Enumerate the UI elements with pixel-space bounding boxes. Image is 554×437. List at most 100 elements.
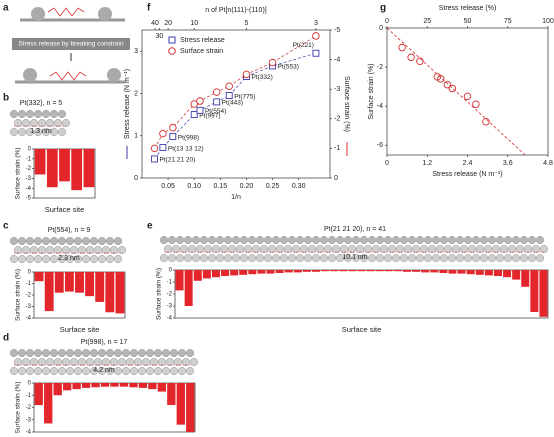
panel-title: Pt(998), n = 17 [81, 339, 128, 346]
atom [520, 253, 529, 262]
atom [460, 244, 469, 253]
atom [105, 236, 114, 245]
atom [504, 253, 513, 262]
atom [488, 235, 497, 244]
atom [312, 253, 321, 262]
point [312, 32, 320, 40]
atom [372, 244, 381, 253]
atom [105, 349, 114, 358]
bar [59, 149, 70, 182]
point [482, 118, 490, 126]
bar [230, 270, 239, 276]
y-tick-label: 3 [134, 48, 138, 55]
atom [344, 253, 353, 262]
atom [97, 367, 106, 376]
plot-frame [141, 29, 331, 179]
atom [364, 244, 373, 253]
atom [360, 235, 369, 244]
atom [328, 235, 337, 244]
bar [34, 272, 44, 282]
atom [219, 244, 228, 253]
atom [109, 358, 118, 367]
atom [31, 7, 45, 21]
legend-marker [168, 36, 176, 44]
atom [58, 127, 67, 136]
atom [312, 235, 321, 244]
size-label: 1.3 nm [30, 128, 52, 135]
atom [384, 253, 393, 262]
atom [18, 127, 27, 136]
atom [163, 244, 172, 253]
top-axis-label: n of Pt[n(111)-(110)] [205, 7, 267, 14]
y-tick-label: -1 [26, 281, 32, 287]
y-tick-label: -3 [26, 304, 32, 310]
atom [50, 349, 59, 358]
atom [42, 127, 51, 136]
y-tick-label: -2 [26, 293, 32, 299]
atom [251, 244, 260, 253]
atom [480, 253, 489, 262]
atom [488, 253, 497, 262]
atom [376, 235, 385, 244]
atom [211, 244, 220, 253]
point [416, 57, 424, 65]
panel-letter: c [3, 221, 9, 232]
bar [284, 270, 293, 273]
atom [9, 236, 18, 245]
atom [175, 235, 184, 244]
atom [304, 235, 313, 244]
atom [532, 244, 541, 253]
bar [457, 270, 466, 274]
bar [62, 383, 72, 391]
point [196, 97, 204, 105]
atom [54, 358, 63, 367]
atom [316, 244, 325, 253]
y-tick-label: 0 [28, 381, 32, 387]
atom [101, 245, 110, 254]
bar [175, 270, 184, 291]
atom [169, 367, 178, 376]
y-tick-label: -3 [26, 417, 32, 423]
y-tick-label: 1 [134, 133, 138, 140]
bar [64, 272, 74, 292]
atom [107, 68, 121, 82]
atom [272, 253, 281, 262]
atom [368, 253, 377, 262]
atom [77, 358, 86, 367]
bar [202, 270, 211, 279]
atom [121, 367, 130, 376]
point-label: Pt(443) [222, 100, 243, 107]
point [463, 92, 472, 101]
atom [328, 253, 337, 262]
bar [293, 270, 302, 273]
atom [292, 244, 301, 253]
point [190, 100, 198, 108]
x-tick-label: 0.25 [266, 183, 280, 190]
atom [50, 127, 59, 136]
atom [169, 349, 178, 358]
y-tick-label: -1 [167, 280, 173, 286]
bar [115, 272, 125, 314]
atom [173, 358, 182, 367]
y-tick-label: -1 [26, 156, 32, 162]
atom [436, 244, 445, 253]
atom [348, 244, 357, 253]
atom [264, 253, 273, 262]
atom [388, 244, 397, 253]
x-tick-label: 3.6 [503, 160, 513, 167]
x-tick-label: 0.30 [292, 183, 306, 190]
atom [22, 245, 31, 254]
legend-label: Surface strain [180, 48, 223, 55]
y-tick-label: -4 [167, 316, 173, 322]
atom [73, 349, 82, 358]
y-tick-label: -2 [26, 166, 32, 172]
y-axis-label: Surface strain (%) [368, 63, 375, 119]
point [268, 58, 277, 67]
point [407, 53, 415, 62]
atom [89, 236, 98, 245]
atom [54, 245, 63, 254]
atom [484, 244, 493, 253]
atom [268, 244, 277, 253]
atom [448, 253, 457, 262]
